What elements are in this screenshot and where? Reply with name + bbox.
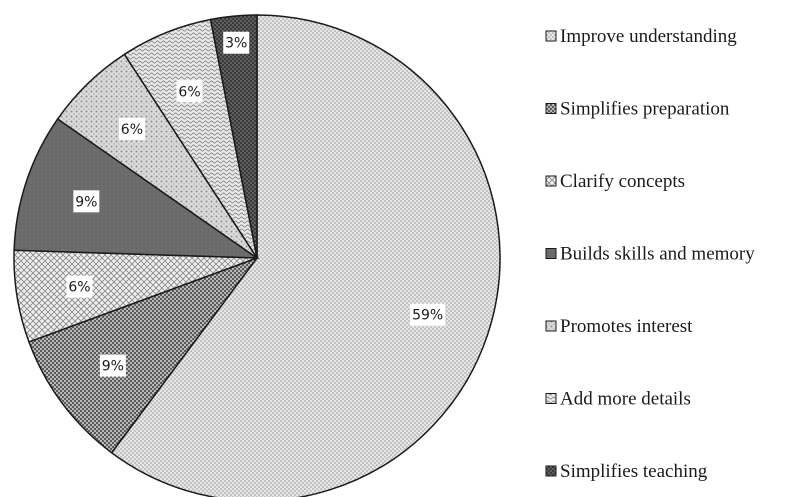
- legend-item-simplifies-teaching: Simplifies teaching: [545, 461, 708, 482]
- legend-item-add-more-details: Add more details: [545, 389, 691, 410]
- data-label-add-more-details: 6%: [176, 80, 203, 103]
- legend-label: Simplifies preparation: [560, 99, 730, 120]
- data-label-simplifies-teaching: 3%: [223, 31, 250, 54]
- legend-label: Add more details: [560, 389, 691, 410]
- svg-text:6%: 6%: [121, 122, 143, 138]
- legend-item-builds-skills-and-memory: Builds skills and memory: [545, 244, 755, 265]
- svg-text:3%: 3%: [225, 36, 247, 52]
- legend-swatch: [545, 465, 557, 477]
- legend-swatch: [545, 248, 557, 259]
- legend-item-clarify-concepts: Clarify concepts: [545, 171, 685, 192]
- legend-label: Improve understanding: [560, 26, 737, 47]
- pie-data-labels: 59% 9% 6% 9% 6% 6% 3%: [66, 31, 446, 377]
- legend-label: Promotes interest: [560, 316, 693, 337]
- data-label-improve-understanding: 59%: [410, 303, 446, 326]
- legend: Improve understanding Simplifies preparat…: [545, 26, 755, 482]
- legend-item-promotes-interest: Promotes interest: [545, 316, 693, 337]
- legend-item-simplifies-preparation: Simplifies preparation: [545, 99, 730, 120]
- svg-text:9%: 9%: [75, 194, 97, 210]
- pie-slice-simplifies-teaching: [209, 14, 258, 259]
- legend-swatch: [545, 103, 557, 114]
- legend-swatch: [545, 175, 557, 187]
- pie-slice-improve-understanding: [110, 14, 501, 497]
- pie-slice-builds-skills-and-memory: [13, 117, 260, 259]
- legend-item-improve-understanding: Improve understanding: [545, 26, 737, 47]
- pie-slice-simplifies-preparation: [27, 256, 260, 454]
- svg-text:6%: 6%: [68, 280, 90, 296]
- data-label-builds-skills-and-memory: 9%: [73, 190, 100, 213]
- legend-label: Clarify concepts: [560, 171, 685, 192]
- data-label-clarify-concepts: 6%: [66, 275, 93, 298]
- legend-label: Simplifies teaching: [560, 461, 708, 482]
- pie-slices: [13, 14, 501, 497]
- legend-label: Builds skills and memory: [560, 244, 755, 265]
- data-label-simplifies-preparation: 9%: [99, 354, 126, 377]
- legend-swatch: [545, 320, 557, 332]
- legend-swatch: [545, 393, 557, 404]
- svg-text:59%: 59%: [412, 308, 443, 324]
- legend-swatch: [545, 30, 557, 42]
- data-label-promotes-interest: 6%: [118, 117, 145, 140]
- svg-text:6%: 6%: [178, 84, 200, 100]
- svg-text:9%: 9%: [102, 359, 124, 375]
